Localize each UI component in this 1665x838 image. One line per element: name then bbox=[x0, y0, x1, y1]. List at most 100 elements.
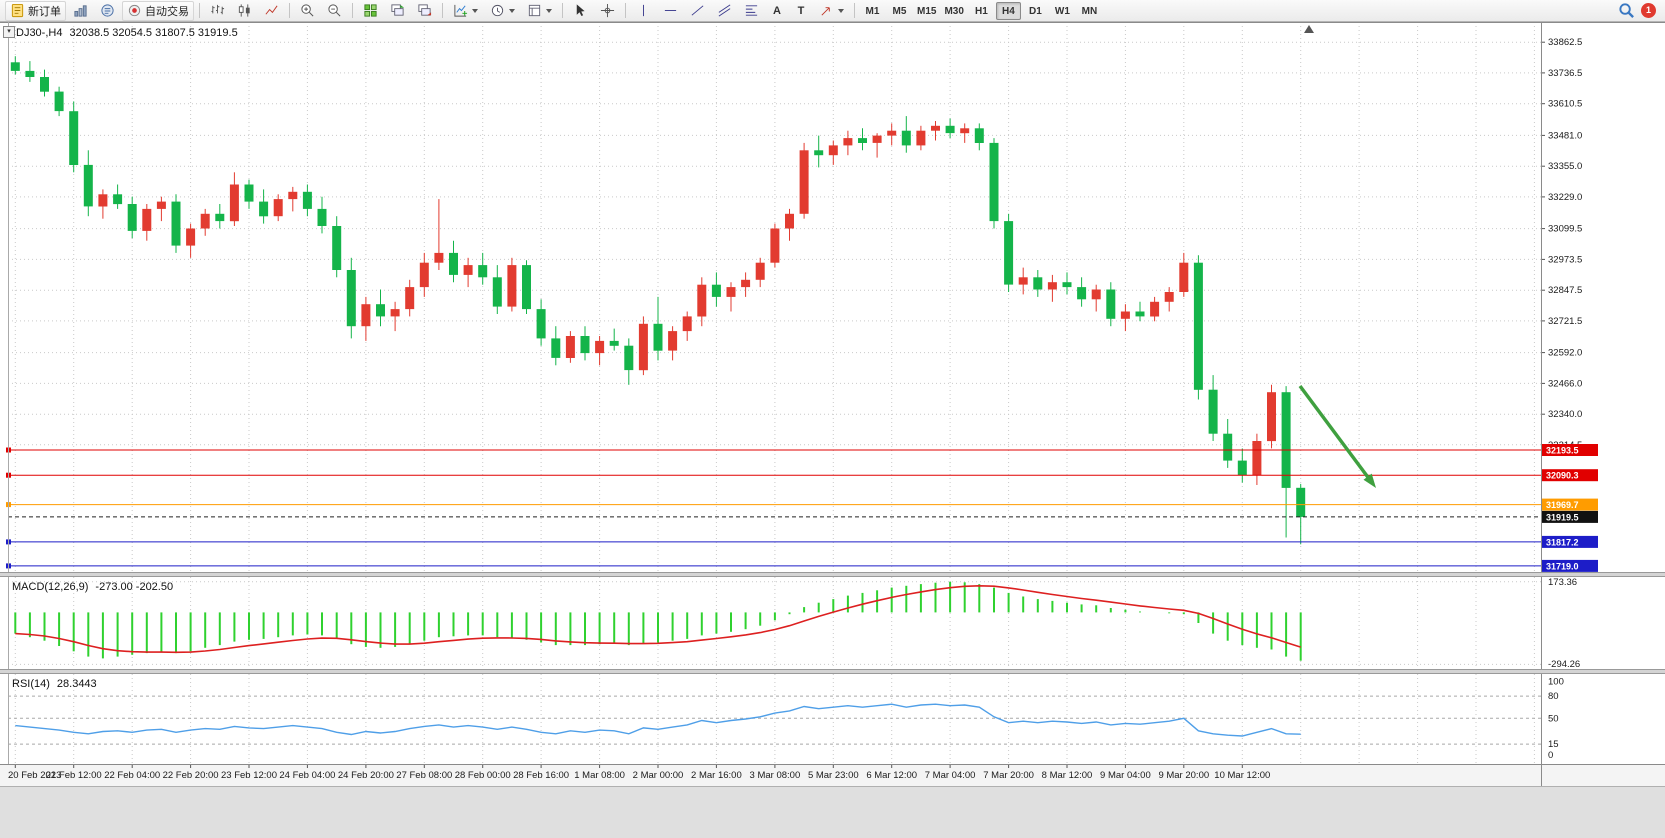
timeframe-w1-button[interactable]: W1 bbox=[1054, 5, 1070, 17]
search-icon[interactable] bbox=[1618, 2, 1635, 19]
toolbar-separator bbox=[289, 3, 290, 18]
indicators-button[interactable] bbox=[448, 1, 483, 21]
arrange-windows-button[interactable] bbox=[385, 1, 410, 21]
autotrading-button[interactable]: 自动交易 bbox=[122, 0, 194, 21]
timeframe-m15-button[interactable]: M15 bbox=[917, 5, 937, 17]
svg-text:173.36: 173.36 bbox=[1548, 577, 1577, 588]
rsi-title: RSI(14) bbox=[12, 678, 50, 690]
pane-splitter[interactable] bbox=[0, 669, 1665, 674]
svg-text:33862.5: 33862.5 bbox=[1548, 37, 1582, 48]
svg-text:8 Mar 12:00: 8 Mar 12:00 bbox=[1042, 770, 1093, 781]
zoom-out-button[interactable] bbox=[322, 1, 347, 21]
crosshair-tool-button[interactable] bbox=[595, 1, 620, 21]
vertical-line-icon bbox=[643, 4, 644, 17]
svg-text:24 Feb 20:00: 24 Feb 20:00 bbox=[338, 770, 394, 781]
svg-text:10 Mar 12:00: 10 Mar 12:00 bbox=[1214, 770, 1270, 781]
rsi-line bbox=[15, 703, 1301, 737]
periods-button[interactable] bbox=[485, 1, 520, 21]
cascade-windows-button[interactable] bbox=[412, 1, 437, 21]
trend-arrow-annotation[interactable] bbox=[1298, 384, 1376, 488]
data-window-button[interactable] bbox=[95, 1, 120, 21]
timeframe-m30-button[interactable]: M30 bbox=[944, 5, 964, 17]
svg-text:33736.5: 33736.5 bbox=[1548, 68, 1582, 79]
chart-shift-marker[interactable] bbox=[1304, 25, 1314, 33]
channel-tool-button[interactable] bbox=[712, 1, 737, 21]
timeframe-mn-button[interactable]: MN bbox=[1081, 5, 1098, 17]
dropdown-caret-icon bbox=[546, 8, 552, 13]
arrange-windows-icon bbox=[391, 4, 405, 16]
trendline-tool-button[interactable] bbox=[685, 1, 710, 21]
timeframe-h1-button[interactable]: H1 bbox=[975, 5, 988, 17]
timeframe-m1-button[interactable]: M1 bbox=[865, 5, 880, 17]
templates-button[interactable] bbox=[522, 1, 557, 21]
zoom-in-button[interactable] bbox=[295, 1, 320, 21]
svg-text:22 Feb 20:00: 22 Feb 20:00 bbox=[163, 770, 219, 781]
timeframe-h4-button[interactable]: H4 bbox=[995, 1, 1021, 20]
market-watch-button[interactable] bbox=[68, 1, 93, 21]
svg-text:1 Mar 08:00: 1 Mar 08:00 bbox=[574, 770, 625, 781]
svg-text:28 Feb 00:00: 28 Feb 00:00 bbox=[455, 770, 511, 781]
toolbar-separator bbox=[199, 3, 200, 18]
svg-text:5 Mar 23:00: 5 Mar 23:00 bbox=[808, 770, 859, 781]
label-tool-button[interactable]: T bbox=[790, 1, 812, 21]
timeframe-m5-button[interactable]: M5 bbox=[892, 5, 907, 17]
bar-chart-type-button[interactable] bbox=[205, 1, 230, 21]
data-window-icon bbox=[101, 4, 114, 17]
rsi-canvas: 100 80 50 150 bbox=[8, 674, 1564, 764]
svg-text:-294.26: -294.26 bbox=[1548, 659, 1580, 669]
candles bbox=[10, 56, 1306, 545]
chart-symbol-period: DJ30-,H4 bbox=[16, 27, 63, 39]
notification-badge[interactable]: 1 bbox=[1641, 3, 1656, 18]
cursor-tool-button[interactable] bbox=[568, 1, 593, 21]
arrows-tool-button[interactable] bbox=[814, 1, 849, 21]
indicators-icon bbox=[454, 4, 468, 17]
svg-text:15: 15 bbox=[1548, 739, 1559, 750]
svg-text:80: 80 bbox=[1548, 691, 1559, 702]
macd-title: MACD(12,26,9) bbox=[12, 581, 89, 593]
svg-text:27 Feb 08:00: 27 Feb 08:00 bbox=[396, 770, 452, 781]
dropdown-caret-icon bbox=[472, 8, 478, 13]
svg-text:20 Feb 2023: 20 Feb 2023 bbox=[8, 770, 61, 781]
svg-text:24 Feb 04:00: 24 Feb 04:00 bbox=[279, 770, 335, 781]
autotrading-label: 自动交易 bbox=[145, 5, 189, 18]
new-order-label: 新订单 bbox=[28, 5, 61, 18]
channel-icon bbox=[718, 4, 731, 17]
pane-splitter[interactable] bbox=[0, 572, 1665, 577]
svg-text:32466.0: 32466.0 bbox=[1548, 378, 1582, 389]
vertical-line-tool-button[interactable] bbox=[631, 1, 656, 21]
new-order-button[interactable]: 新订单 bbox=[5, 0, 66, 21]
rsi-grid bbox=[8, 674, 1541, 764]
line-chart-type-button[interactable] bbox=[259, 1, 284, 21]
svg-text:31817.2: 31817.2 bbox=[1546, 537, 1579, 547]
chart-window-menu[interactable]: ▾ bbox=[3, 26, 15, 38]
time-axis[interactable]: 20 Feb 2023 21 Feb 12:00 22 Feb 04:00 22 Fe… bbox=[0, 764, 1665, 786]
fibonacci-tool-button[interactable] bbox=[739, 1, 764, 21]
svg-text:50: 50 bbox=[1548, 713, 1559, 724]
svg-text:28 Feb 16:00: 28 Feb 16:00 bbox=[513, 770, 569, 781]
toolbar-separator bbox=[442, 3, 443, 18]
new-order-icon bbox=[11, 3, 24, 18]
main-toolbar: 新订单 自动交易 bbox=[0, 0, 1665, 22]
text-tool-button[interactable]: A bbox=[766, 1, 788, 21]
macd-canvas: 173.36 -294.26 bbox=[8, 577, 1580, 670]
toolbar-separator bbox=[562, 3, 563, 18]
macd-indicator-pane[interactable]: 173.36 -294.26 bbox=[0, 577, 1665, 670]
tile-windows-button[interactable] bbox=[358, 1, 383, 21]
macd-histogram bbox=[14, 581, 1302, 661]
rsi-indicator-pane[interactable]: 100 80 50 15 0 bbox=[0, 674, 1665, 764]
svg-text:3 Mar 08:00: 3 Mar 08:00 bbox=[750, 770, 801, 781]
svg-text:23 Feb 12:00: 23 Feb 12:00 bbox=[221, 770, 277, 781]
macd-values: -273.00 -202.50 bbox=[95, 581, 174, 593]
svg-text:6 Mar 12:00: 6 Mar 12:00 bbox=[866, 770, 917, 781]
toolbar-separator bbox=[854, 3, 855, 18]
timeframe-d1-button[interactable]: D1 bbox=[1029, 5, 1042, 17]
zoom-out-icon bbox=[328, 4, 341, 17]
horizontal-line-icon bbox=[664, 10, 677, 11]
horizontal-line-tool-button[interactable] bbox=[658, 1, 683, 21]
svg-text:0: 0 bbox=[1548, 750, 1553, 761]
svg-text:32721.5: 32721.5 bbox=[1548, 316, 1582, 327]
main-chart-pane[interactable]: 33862.5 33736.5 33610.5 33481.0 33355.0 33229… bbox=[0, 22, 1665, 572]
svg-text:31719.0: 31719.0 bbox=[1546, 561, 1579, 571]
toolbar-right-cluster: 1 bbox=[1618, 2, 1660, 19]
candlestick-type-button[interactable] bbox=[232, 1, 257, 21]
